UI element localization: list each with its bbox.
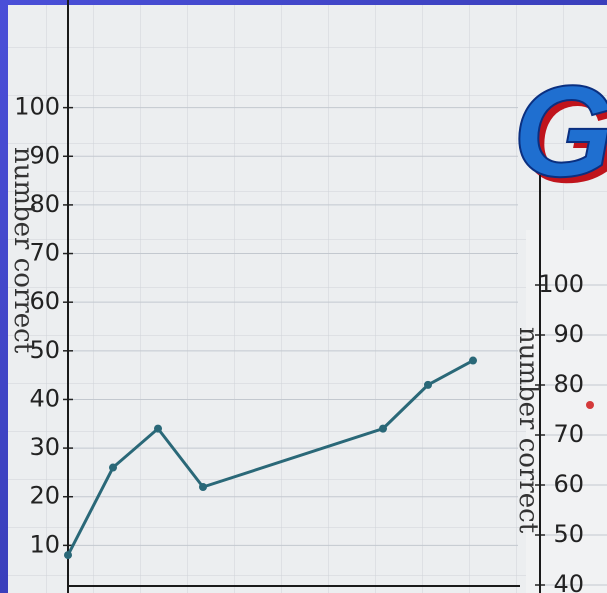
slide: Gra Gra 102030405060708090100number corr… (0, 0, 607, 593)
y-tick-label: 20 (29, 482, 60, 510)
y-tick-label: 60 (553, 470, 584, 498)
y-tick-label: 40 (553, 570, 584, 593)
y-tick-label: 70 (553, 420, 584, 448)
y-tick-label: 80 (553, 370, 584, 398)
y-tick-label: 10 (29, 530, 60, 558)
y-tick-label: 40 (29, 384, 60, 412)
title: Gra (513, 58, 607, 204)
data-point (469, 357, 477, 365)
y-axis-label: number correct (513, 327, 543, 534)
y-tick-label: 100 (538, 270, 584, 298)
data-point (424, 381, 432, 389)
data-point (154, 425, 162, 433)
data-point (379, 425, 387, 433)
data-point (64, 551, 72, 559)
y-axis-label: number correct (8, 147, 38, 354)
y-tick-label: 90 (553, 320, 584, 348)
data-point (109, 464, 117, 472)
data-point (586, 401, 594, 409)
y-tick-label: 30 (29, 433, 60, 461)
data-point (199, 483, 207, 491)
y-tick-label: 50 (553, 520, 584, 548)
y-tick-label: 100 (14, 93, 60, 121)
